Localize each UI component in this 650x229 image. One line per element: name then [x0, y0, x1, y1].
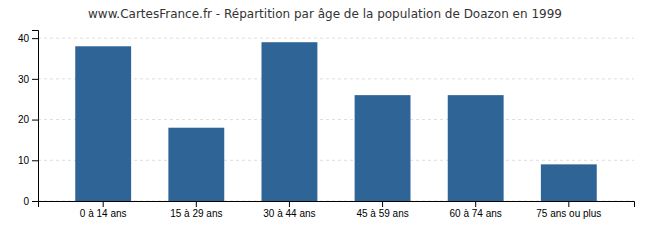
- bar: [168, 128, 224, 201]
- x-axis-line: [39, 202, 635, 208]
- x-tick-mark: [289, 201, 290, 207]
- y-tick: 0: [23, 196, 38, 207]
- x-tick: 30 à 44 ans: [263, 201, 315, 219]
- x-tick: 15 à 29 ans: [170, 201, 222, 219]
- y-tick-mark: [32, 79, 38, 80]
- y-tick-label: 30: [18, 74, 30, 85]
- y-tick-mark: [32, 38, 38, 39]
- grid-line: [38, 38, 634, 39]
- y-axis-line: [32, 31, 39, 202]
- x-tick-label: 75 ans ou plus: [536, 208, 601, 219]
- title: www.CartesFrance.fr - Répartition par âg…: [88, 7, 562, 21]
- x-tick: 0 à 14 ans: [80, 201, 127, 219]
- y-tick-label: 20: [18, 114, 30, 125]
- chart-container: www.CartesFrance.fr - Répartition par âg…: [0, 0, 650, 229]
- plot-area: 0 10 20 30 40 0 à 14 ans 15 à 29 ans 30 à 44 an…: [18, 31, 635, 220]
- x-tick-label: 15 à 29 ans: [170, 208, 222, 219]
- bar: [448, 95, 504, 201]
- x-tick-mark: [382, 201, 383, 207]
- y-tick-mark: [32, 160, 38, 161]
- grid: [38, 38, 634, 201]
- y-axis: 0 10 20 30 40: [18, 31, 39, 207]
- x-axis: 0 à 14 ans 15 à 29 ans 30 à 44 ans 45 à 59 …: [39, 201, 635, 219]
- x-tick: 75 ans ou plus: [536, 201, 601, 219]
- x-tick-mark: [103, 201, 104, 207]
- x-tick-label: 45 à 59 ans: [356, 208, 408, 219]
- x-tick-label: 30 à 44 ans: [263, 208, 315, 219]
- y-tick: 30: [18, 74, 38, 85]
- y-tick-mark: [32, 120, 38, 121]
- y-tick: 40: [18, 33, 38, 44]
- bar: [355, 95, 411, 201]
- x-tick-mark: [568, 201, 569, 207]
- x-tick-label: 60 à 74 ans: [450, 208, 502, 219]
- x-tick: 60 à 74 ans: [450, 201, 502, 219]
- y-tick-label: 0: [23, 196, 29, 207]
- y-tick-mark: [32, 201, 38, 202]
- x-tick-mark: [475, 201, 476, 207]
- y-tick-label: 40: [18, 33, 30, 44]
- bars: [75, 42, 597, 201]
- bar: [262, 42, 318, 201]
- y-tick: 10: [18, 155, 38, 166]
- x-tick-mark: [196, 201, 197, 207]
- x-tick: 45 à 59 ans: [356, 201, 408, 219]
- y-tick-label: 10: [18, 155, 30, 166]
- chart-svg: www.CartesFrance.fr - Répartition par âg…: [0, 0, 650, 229]
- bar: [75, 46, 131, 201]
- y-tick: 20: [18, 114, 38, 125]
- x-tick-label: 0 à 14 ans: [80, 208, 127, 219]
- bar: [541, 164, 597, 201]
